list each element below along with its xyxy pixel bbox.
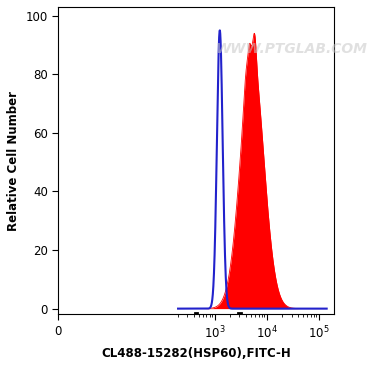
X-axis label: CL488-15282(HSP60),FITC-H: CL488-15282(HSP60),FITC-H bbox=[101, 347, 291, 360]
Y-axis label: Relative Cell Number: Relative Cell Number bbox=[7, 91, 20, 231]
Text: WWW.PTGLAB.COM: WWW.PTGLAB.COM bbox=[216, 42, 367, 56]
